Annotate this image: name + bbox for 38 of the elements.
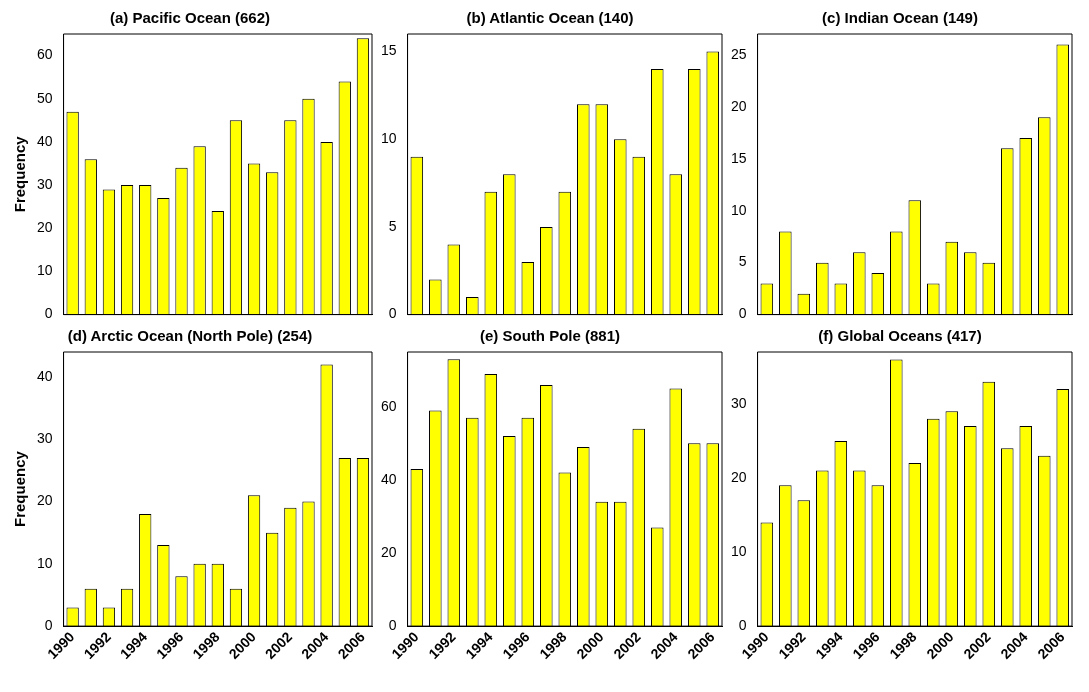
y-tick-label: 10 [380,130,397,147]
y-tick-label: 20 [36,219,53,236]
y-tick-label: 60 [36,46,53,63]
y-tick-label: 20 [730,97,747,114]
y-tick-label: 30 [36,430,53,447]
y-tick-label: 25 [730,45,747,62]
y-tick-label: 0 [738,305,747,322]
y-tick-label: 30 [730,394,747,411]
y-tick-label: 20 [380,543,397,560]
chart-title: (a) Pacific Ocean (662) [109,9,271,27]
y-tick-label: 50 [36,89,53,106]
y-tick-label: 5 [388,217,397,234]
y-tick-label: 10 [36,262,53,279]
y-tick-label: 60 [380,397,397,414]
y-tick-label: 0 [44,616,53,633]
chart-title: (d) Arctic Ocean (North Pole) (254) [67,327,313,345]
y-tick-label: 0 [44,305,53,322]
y-tick-label: 10 [730,542,747,559]
y-tick-label: 40 [380,470,397,487]
y-axis-title: Frequency [11,450,29,527]
y-axis-title: Frequency [11,135,29,213]
y-tick-label: 40 [36,132,53,149]
chart-title: (c) Indian Ocean (149) [822,9,978,27]
y-tick-label: 15 [380,42,397,59]
chart-title: (e) South Pole (881) [479,327,621,345]
y-tick-label: 15 [730,149,747,166]
y-tick-label: 20 [730,468,747,485]
chart-title: (f) Global Oceans (417) [818,327,982,345]
y-tick-label: 10 [36,554,53,571]
y-tick-label: 20 [36,492,53,509]
y-tick-label: 10 [730,201,747,218]
y-tick-label: 40 [36,367,53,384]
y-tick-label: 0 [388,616,397,633]
y-tick-label: 30 [36,175,53,192]
chart-title: (b) Atlantic Ocean (140) [466,9,634,27]
y-tick-label: 5 [738,253,747,270]
y-tick-label: 0 [388,305,397,322]
y-tick-label: 0 [738,616,747,633]
